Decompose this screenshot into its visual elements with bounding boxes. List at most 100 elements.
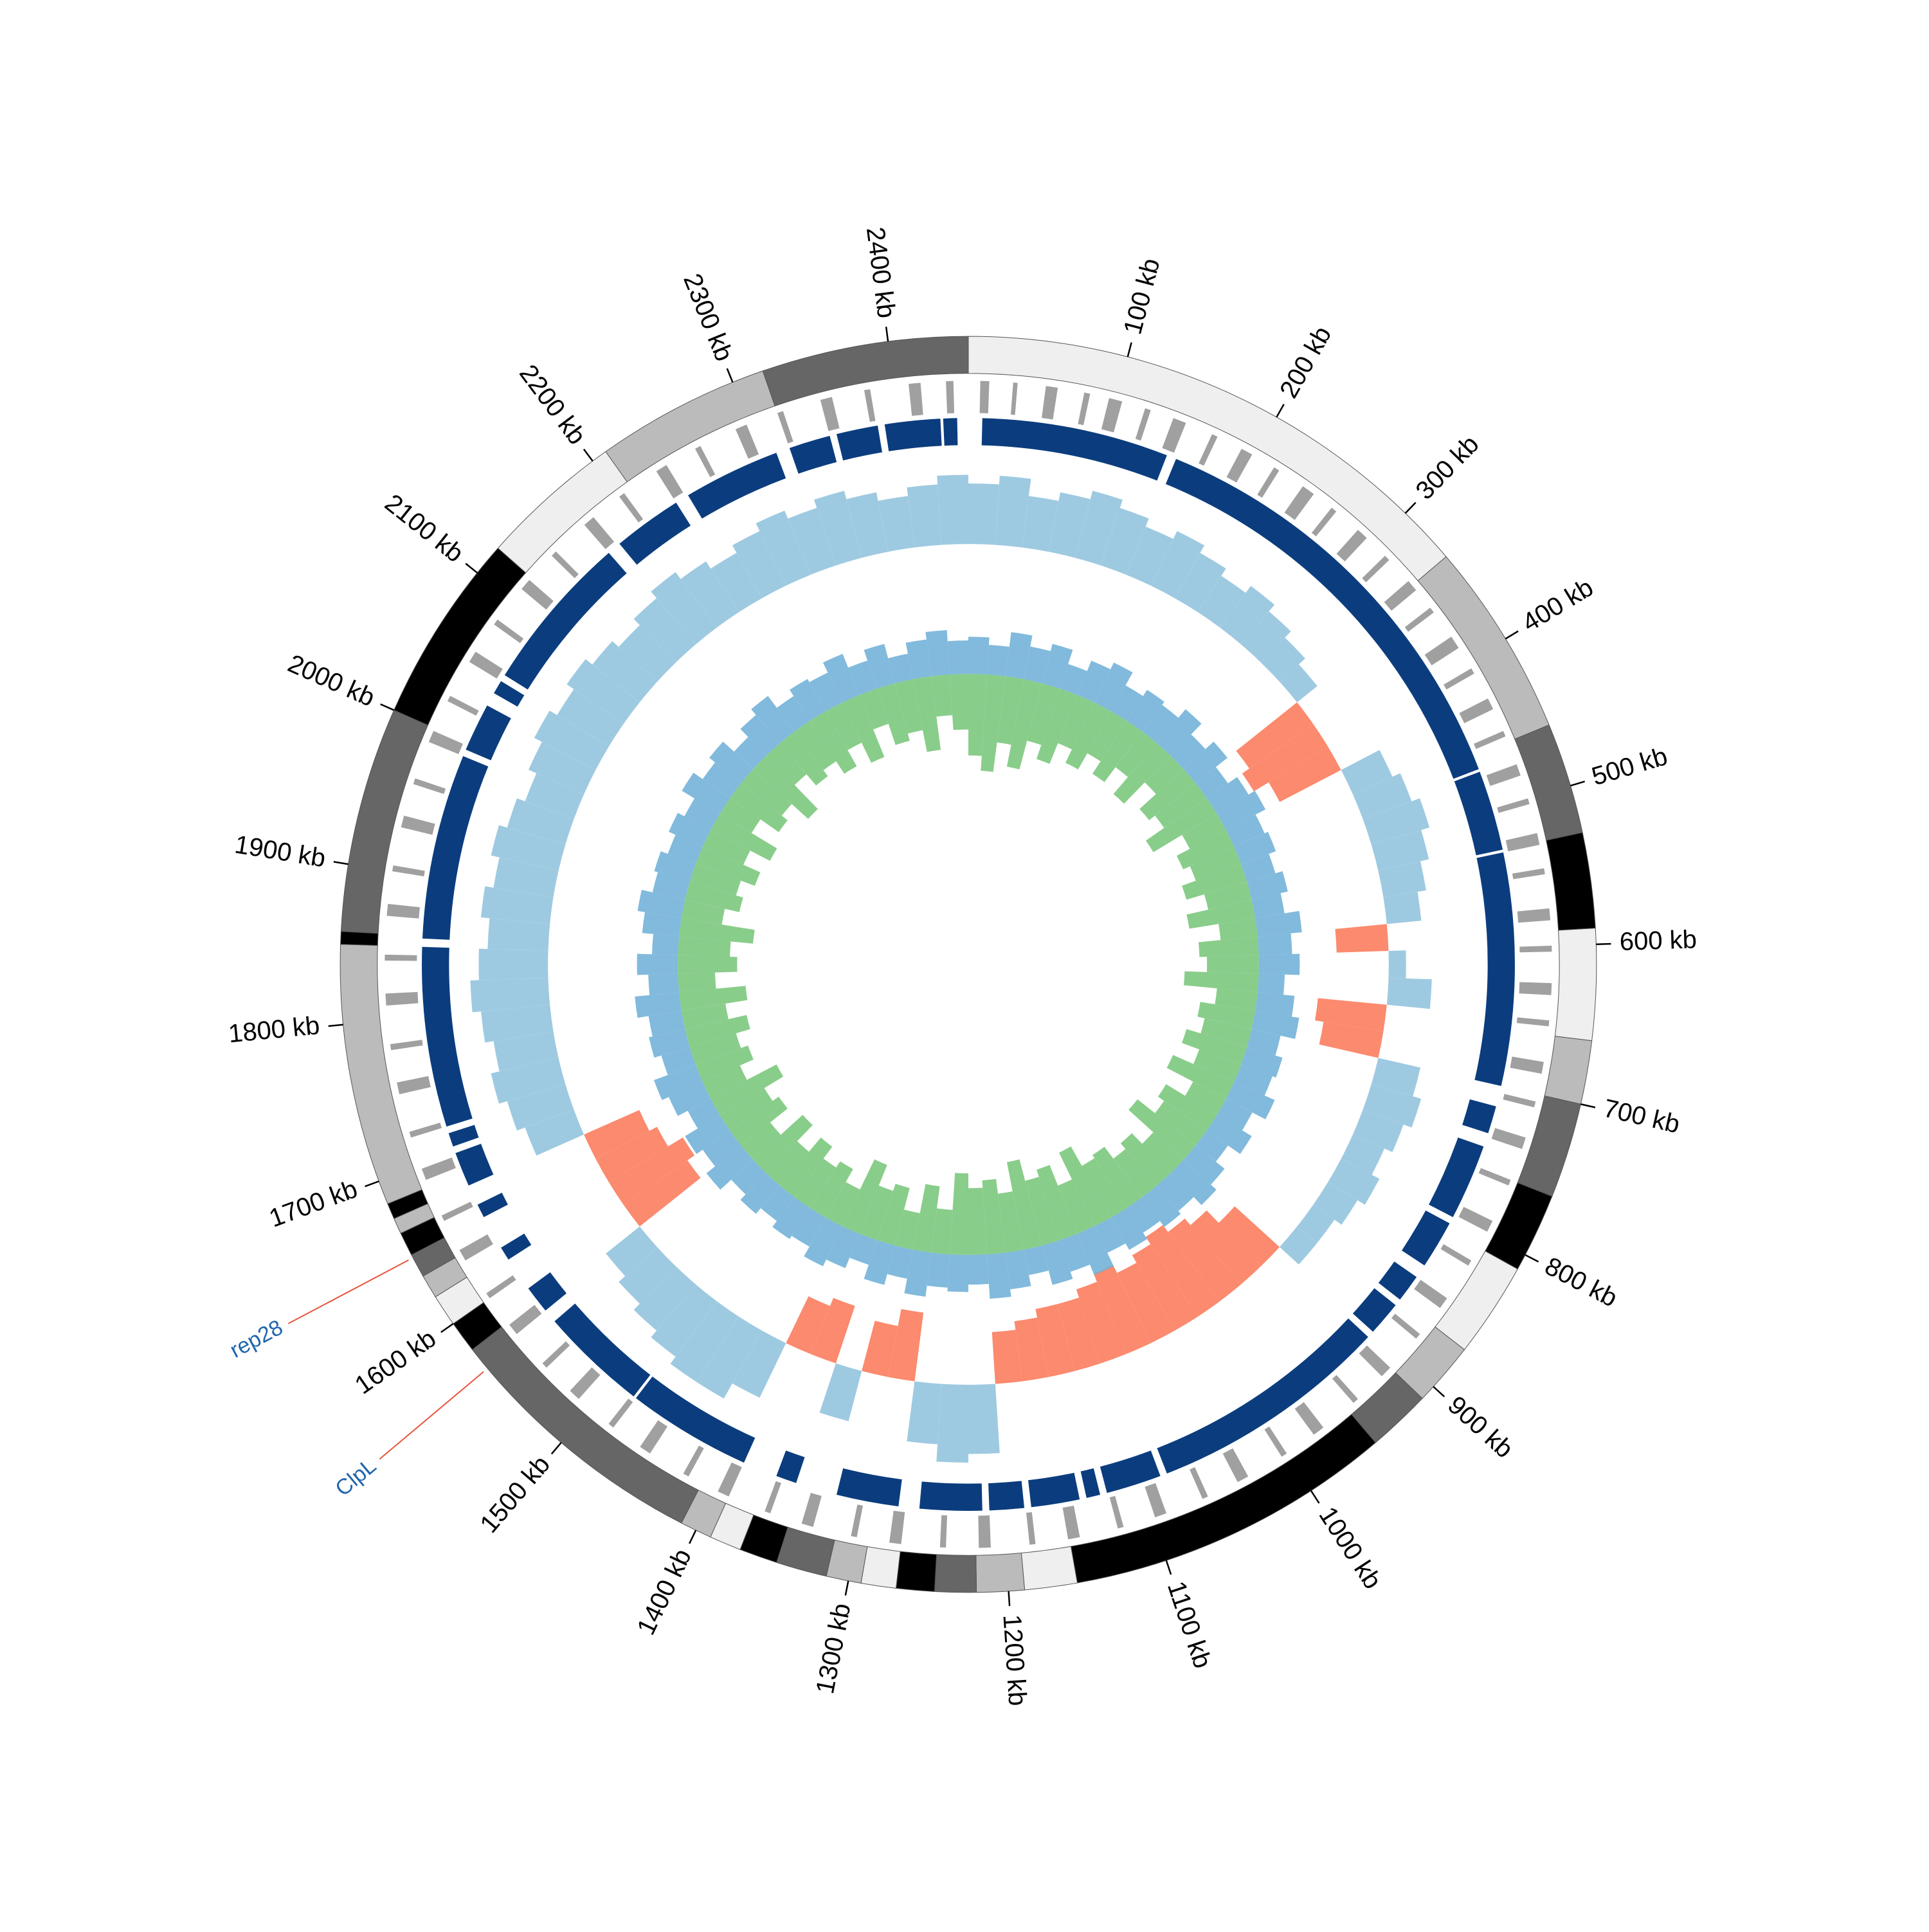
- gc-bar: [792, 1207, 826, 1247]
- gene: [1199, 434, 1218, 466]
- gc-bar: [678, 936, 731, 957]
- gc-bar: [751, 696, 795, 743]
- gc-bar: [809, 673, 842, 712]
- gc-bar: [637, 890, 685, 918]
- gc-bar: [1195, 767, 1228, 799]
- gc-bar: [1060, 1233, 1091, 1272]
- gene: [1391, 1314, 1420, 1339]
- block: [1402, 1210, 1450, 1266]
- coverage-bar: [1280, 1226, 1318, 1265]
- gene: [409, 1123, 442, 1138]
- tick-label: 1300 kb: [811, 1601, 856, 1696]
- gc-bar: [1217, 1099, 1253, 1131]
- gene: [469, 651, 503, 679]
- ideogram-band: [895, 1551, 937, 1592]
- gene: [552, 551, 579, 579]
- gc-bar: [1005, 1249, 1031, 1290]
- gene: [1497, 798, 1530, 813]
- gc-bar: [894, 679, 923, 734]
- gene: [1519, 945, 1552, 953]
- gc-bar: [904, 1249, 932, 1297]
- gene: [459, 1234, 493, 1261]
- gc-bar: [1182, 1029, 1247, 1065]
- coverage-bar: [711, 552, 763, 613]
- gc-bar: [780, 731, 828, 786]
- coverage-bar: [1328, 1159, 1380, 1205]
- gc-bar: [1025, 1177, 1060, 1246]
- block: [884, 419, 942, 451]
- gene: [1474, 730, 1506, 749]
- block: [1165, 458, 1479, 779]
- coverage-bar: [1240, 611, 1291, 663]
- gc-bar: [1156, 709, 1202, 756]
- gc-bar: [1094, 662, 1133, 712]
- gc-bar: [1077, 1226, 1114, 1276]
- coverage-bar: [1280, 664, 1318, 703]
- gc-bar: [794, 1159, 837, 1208]
- gc-bar: [642, 912, 682, 937]
- gc-bar: [950, 674, 968, 730]
- tick-mark: [365, 1180, 379, 1187]
- gc-bar: [927, 1252, 950, 1288]
- coverage-bar: [1150, 531, 1205, 599]
- block: [1429, 1137, 1484, 1218]
- coverage-bar: [619, 1247, 676, 1304]
- gc-bar: [1170, 1159, 1217, 1205]
- annotation-label: ClpL: [331, 1454, 381, 1501]
- tick-mark: [1525, 1254, 1539, 1263]
- gc-bar: [1142, 1186, 1181, 1227]
- gc-bar: [635, 992, 682, 1018]
- gc-bar: [1139, 769, 1196, 820]
- coverage-bar: [491, 825, 566, 871]
- gene: [1414, 1279, 1447, 1308]
- gc-bar: [1157, 1084, 1217, 1131]
- tick-label: 2400 kb: [861, 226, 901, 320]
- tick-mark: [1433, 1386, 1445, 1398]
- gc-bar: [1042, 1240, 1073, 1285]
- gene: [1517, 908, 1551, 923]
- coverage-bar: [491, 1058, 566, 1104]
- gene: [939, 1515, 948, 1548]
- tick-mark: [465, 563, 478, 573]
- gc-bar: [864, 1240, 895, 1285]
- gc-bar: [1024, 646, 1051, 683]
- gene: [820, 397, 840, 431]
- coverage-bar: [1035, 1304, 1075, 1377]
- gene: [1362, 555, 1390, 582]
- gc-bar: [720, 1088, 773, 1131]
- coverage-bar: [756, 510, 811, 586]
- tick-label: 1400 kb: [632, 1544, 697, 1639]
- gc-bar: [1005, 632, 1033, 680]
- block: [422, 755, 489, 940]
- gc-bar: [685, 1015, 750, 1047]
- block: [494, 681, 525, 707]
- coverage-bar: [680, 561, 739, 628]
- gene: [521, 579, 554, 610]
- coverage-bar: [1352, 1109, 1404, 1152]
- gc-bar: [1215, 988, 1258, 1011]
- gc-bar: [1142, 705, 1179, 743]
- gc-bar: [810, 711, 857, 774]
- coverage-bar: [1093, 1265, 1151, 1355]
- tick-mark: [1310, 1490, 1320, 1504]
- gene: [695, 446, 716, 478]
- gc-bar: [777, 696, 810, 732]
- coverage-bar: [1341, 750, 1393, 795]
- block: [1454, 772, 1503, 856]
- ideogram-band: [1517, 1095, 1581, 1197]
- coverage-bar: [936, 1384, 968, 1463]
- gc-bar: [1006, 679, 1042, 770]
- tick-label: 900 kb: [1442, 1391, 1518, 1463]
- gene: [390, 1040, 423, 1051]
- annotation-label: rep28: [226, 1315, 287, 1362]
- gc-bar: [1234, 1065, 1272, 1096]
- gene: [619, 493, 644, 523]
- gc-bar: [1217, 790, 1266, 830]
- gc-bar: [681, 1004, 729, 1029]
- block: [836, 1468, 902, 1506]
- gene: [385, 954, 417, 961]
- gc-bar: [740, 714, 781, 756]
- gc-bar: [702, 762, 741, 799]
